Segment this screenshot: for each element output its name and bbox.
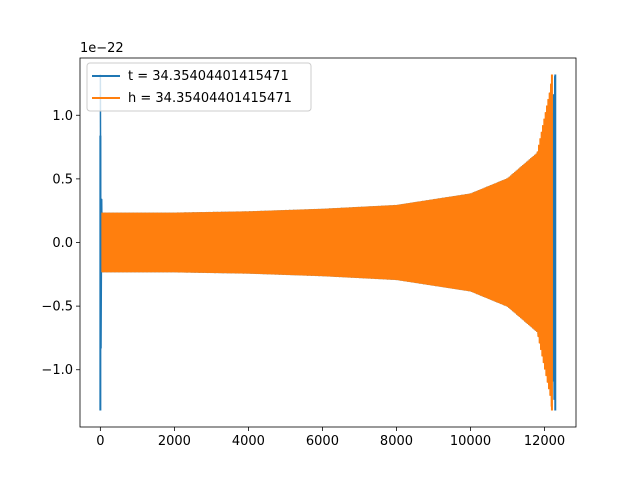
legend: t = 34.35404401415471 h = 34.35404401415… <box>86 62 312 112</box>
legend-box <box>86 62 312 112</box>
y-tick-label: −0.5 <box>41 300 73 315</box>
y-offset-label: 1e−22 <box>80 41 124 56</box>
x-tick-label: 8000 <box>380 434 413 449</box>
y-axis: −1.0 −0.5 0.0 0.5 1.0 <box>41 109 80 378</box>
y-tick-label: 0.5 <box>52 172 73 187</box>
plot-series-layer <box>99 74 557 411</box>
y-tick-label: 0.0 <box>52 236 73 251</box>
x-tick-label: 4000 <box>232 434 265 449</box>
x-tick-label: 0 <box>96 434 104 449</box>
x-tick-label: 12000 <box>524 434 565 449</box>
series-line-h <box>99 83 553 407</box>
x-axis: 0 2000 4000 6000 8000 10000 12000 <box>96 427 565 449</box>
legend-label-h: h = 34.35404401415471 <box>128 91 292 106</box>
x-tick-label: 10000 <box>450 434 491 449</box>
x-tick-label: 6000 <box>306 434 339 449</box>
legend-label-t: t = 34.35404401415471 <box>128 69 289 84</box>
y-tick-label: −1.0 <box>41 363 73 378</box>
y-tick-label: 1.0 <box>52 109 73 124</box>
x-tick-label: 2000 <box>158 434 191 449</box>
